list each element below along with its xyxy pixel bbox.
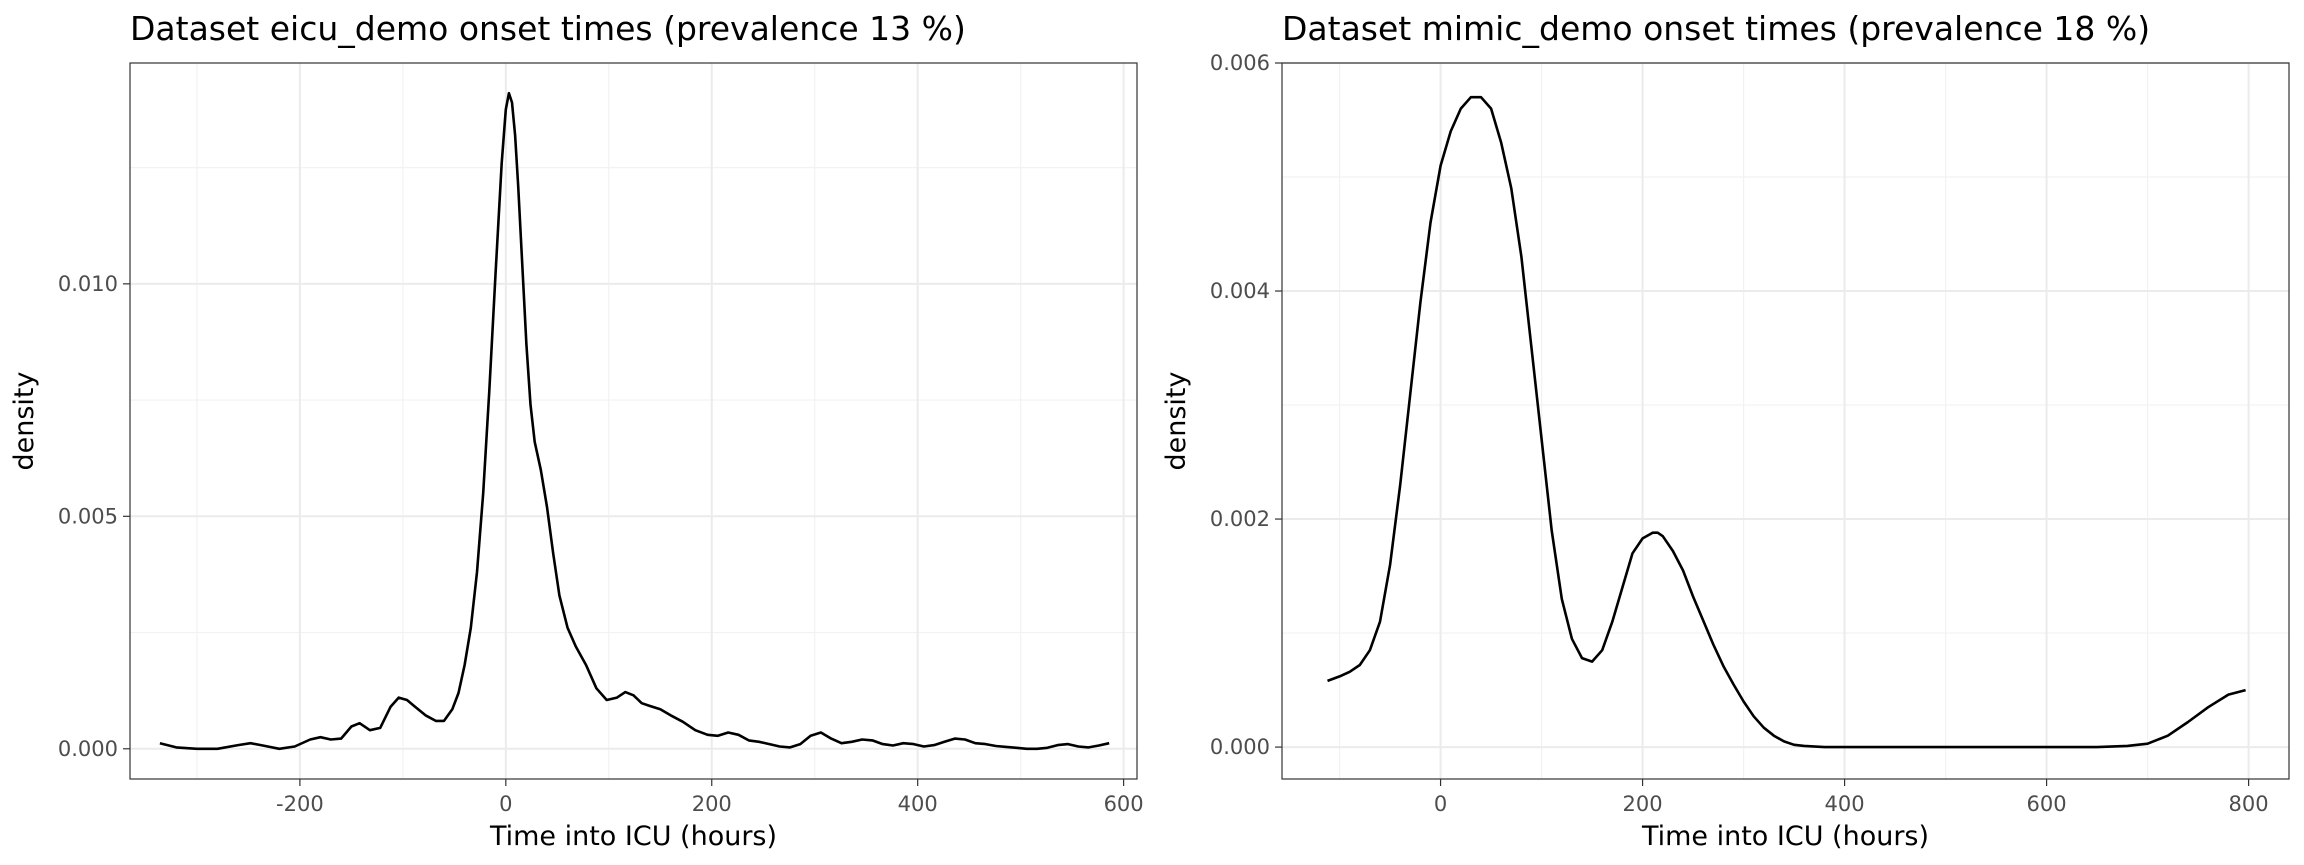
- x-axis-label: Time into ICU (hours): [1641, 821, 1929, 852]
- chart-title: Dataset mimic_demo onset times (prevalen…: [1282, 9, 2150, 48]
- panel-border: [129, 62, 1138, 780]
- y-axis-label: density: [9, 371, 40, 470]
- x-tick-label: 400: [898, 792, 938, 816]
- density-curve: [159, 91, 1110, 751]
- panel-border: [1281, 62, 2290, 780]
- x-axis-label: Time into ICU (hours): [489, 821, 777, 852]
- x-tick-label: 600: [1104, 792, 1144, 816]
- y-tick-label: 0.006: [1210, 51, 1270, 75]
- x-tick-label: 0: [499, 792, 512, 816]
- chart-eicu-demo: -200 0 200 400 600 0.000 0.005 0.010 Dataset eic…: [9, 9, 1144, 852]
- x-tick-label: -200: [276, 792, 324, 816]
- x-tick-label: 400: [1825, 792, 1865, 816]
- y-tick-label: 0.000: [1210, 735, 1270, 759]
- y-tick-label: 0.005: [58, 504, 118, 528]
- y-tick-label: 0.002: [1210, 507, 1270, 531]
- y-tick-label: 0.004: [1210, 279, 1270, 303]
- chart-title: Dataset eicu_demo onset times (prevalenc…: [130, 9, 966, 48]
- x-tick-label: 600: [2027, 792, 2067, 816]
- density-curve: [1327, 95, 2246, 749]
- y-tick-label: 0.000: [58, 737, 118, 761]
- x-tick-label: 800: [2229, 792, 2269, 816]
- x-tick-label: 0: [1434, 792, 1447, 816]
- x-tick-label: 200: [1623, 792, 1663, 816]
- y-axis-label: density: [1161, 371, 1192, 470]
- y-tick-label: 0.010: [58, 272, 118, 296]
- x-tick-label: 200: [692, 792, 732, 816]
- chart-mimic-demo: 0 200 400 600 800 0.000 0.002 0.004 0.006 Dataset…: [1161, 9, 2290, 852]
